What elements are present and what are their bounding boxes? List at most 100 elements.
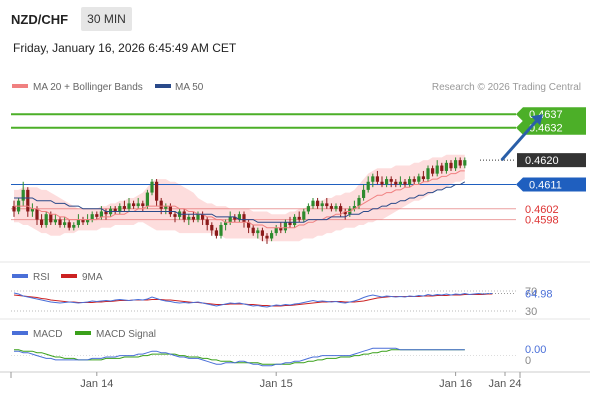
last-price-tag — [517, 153, 586, 168]
candle-body — [385, 179, 389, 185]
candle-body — [49, 214, 53, 223]
candle-body — [173, 214, 177, 217]
rsi-tick-label: 70 — [525, 286, 537, 298]
legend-label-rsi: RSI — [33, 272, 50, 283]
candle-body — [164, 206, 168, 209]
candle-body — [150, 181, 154, 193]
candle-body — [403, 181, 407, 185]
price-panel: MA 20 + Bollinger Bands MA 50 Research © 2… — [11, 82, 586, 244]
candle-body — [279, 227, 283, 231]
legend-swatch-ma50 — [155, 84, 171, 88]
level-label: 0.4637 — [529, 109, 563, 121]
candle-body — [417, 176, 421, 182]
legend-swatch-ma20 — [12, 84, 28, 88]
candle-body — [40, 219, 44, 225]
time-tick-label: Jan 16 — [439, 378, 472, 390]
level-label: 0.4598 — [525, 215, 559, 227]
legend-label-ma50: MA 50 — [175, 82, 204, 93]
candle-body — [343, 211, 347, 215]
candle-body — [256, 230, 260, 234]
candle-body — [398, 181, 402, 185]
candle-body — [449, 162, 453, 169]
candle-body — [375, 176, 379, 182]
candle-body — [357, 197, 361, 207]
candle-body — [251, 227, 255, 234]
level-label: 0.4602 — [525, 204, 559, 216]
forecast-arrow-head — [531, 114, 543, 126]
candle-body — [371, 176, 375, 182]
time-tick-label: Jan 14 — [80, 378, 113, 390]
legend-label-rsi-ma: 9MA — [82, 272, 103, 283]
timeframe-button[interactable]: 30 MIN — [81, 7, 132, 31]
candle-body — [12, 206, 16, 212]
candle-body — [201, 214, 205, 220]
rsi-tick-label: 30 — [525, 306, 537, 318]
candle-body — [99, 211, 103, 217]
candle-body — [408, 179, 412, 185]
candle-body — [35, 208, 39, 220]
candle-body — [86, 219, 90, 223]
candle-body — [210, 224, 214, 231]
candle-body — [293, 216, 297, 225]
level-label: 0.4632 — [529, 123, 563, 135]
candle-body — [297, 216, 301, 220]
legend-swatch-rsi-ma — [61, 274, 77, 278]
candle-body — [63, 222, 67, 225]
candle-body — [104, 211, 108, 215]
ma50-line — [14, 181, 466, 223]
time-axis: Jan 14 Jan 15 Jan 16 Jan 24 — [80, 372, 522, 390]
last-price-label: 0.4620 — [525, 155, 559, 167]
candle-body — [58, 219, 62, 225]
level-tag — [516, 177, 586, 192]
candle-body — [426, 168, 430, 180]
rsi-last-label: 64.98 — [525, 289, 553, 301]
forecast-arrow-shaft — [500, 119, 539, 162]
candle-body — [339, 206, 343, 212]
candle-body — [380, 181, 384, 185]
candle-body — [274, 227, 278, 234]
candle-body — [260, 230, 264, 236]
candle-body — [159, 200, 163, 209]
ma20-line — [14, 170, 465, 229]
candle-body — [228, 216, 232, 223]
candle-body — [72, 224, 76, 228]
candle-body — [95, 214, 99, 217]
candle-body — [463, 160, 467, 166]
candle-body — [325, 203, 329, 207]
candle-body — [168, 206, 172, 215]
candle-body — [132, 203, 136, 207]
candle-body — [44, 214, 48, 225]
candle-body — [440, 165, 444, 171]
legend-label-ma20: MA 20 + Bollinger Bands — [33, 82, 143, 93]
candle-body — [122, 206, 126, 209]
candle-body — [191, 216, 195, 220]
candle-body — [127, 203, 131, 209]
candle-body — [145, 192, 149, 207]
candle-body — [316, 200, 320, 207]
candle-body — [366, 181, 370, 190]
candle-body — [214, 230, 218, 236]
candle-body — [118, 206, 122, 212]
macd-signal-line — [14, 349, 465, 365]
legend-label-macd-signal: MACD Signal — [96, 329, 156, 340]
candle-body — [237, 214, 241, 220]
candle-body — [394, 181, 398, 185]
candle-body — [81, 219, 85, 223]
candle-body — [288, 222, 292, 225]
candle-body — [141, 203, 145, 207]
legend-label-macd: MACD — [33, 329, 62, 340]
level-label: 0.4611 — [529, 179, 562, 191]
bollinger-band-fill — [14, 154, 465, 242]
candle-body — [30, 208, 34, 212]
candle-body — [219, 224, 223, 236]
candle-body — [265, 235, 269, 239]
macd-panel: MACD MACD Signal 0.000 — [11, 329, 546, 367]
legend-swatch-rsi — [12, 274, 28, 278]
candle-body — [242, 214, 246, 223]
candle-body — [270, 233, 274, 239]
candle-body — [182, 211, 186, 220]
candle-body — [454, 160, 458, 169]
candle-body — [136, 203, 140, 207]
symbol-title: NZD/CHF — [11, 12, 69, 27]
rsi-panel: RSI 9MA 70 30 64.98 — [11, 272, 553, 318]
